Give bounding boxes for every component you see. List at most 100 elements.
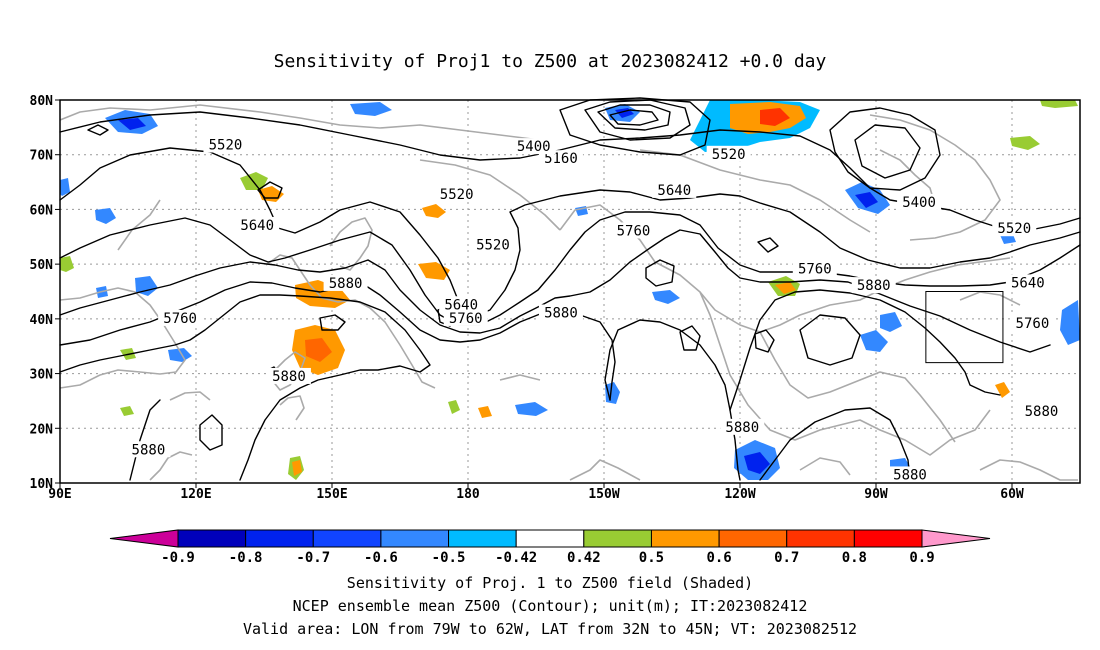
lat-tick-label: 50N (30, 258, 54, 273)
lat-tick-label: 20N (30, 422, 54, 437)
shaded-region (95, 208, 116, 224)
contour-label: 5760 (449, 311, 483, 327)
shaded-region (292, 460, 302, 476)
shaded-region (120, 406, 134, 416)
z500-contour-line (799, 314, 861, 366)
contour-label: 5520 (997, 221, 1031, 237)
contour-label-bg (158, 309, 203, 326)
shaded-region (240, 172, 268, 190)
shaded-region (605, 382, 620, 404)
contour-label: 5640 (657, 183, 691, 199)
shaded-region (60, 178, 70, 196)
contour-label: 5520 (440, 187, 474, 203)
lon-tick-label: 150W (588, 487, 619, 502)
lat-tick-label: 30N (30, 368, 54, 383)
lat-tick-label: 70N (30, 149, 54, 164)
colorbar-swatch (448, 529, 517, 548)
colorbar-label: -0.9 (161, 550, 195, 566)
shaded-region (1010, 136, 1040, 150)
colorbar-label: -0.42 (495, 550, 537, 566)
colorbar-swatch (515, 529, 585, 548)
colorbar-label: 0.9 (909, 550, 934, 566)
coastline-segment (169, 391, 211, 401)
colorbar-lower-triangle (109, 529, 179, 548)
contour-label-bg (323, 274, 368, 291)
z500-contour-line (679, 325, 701, 351)
shaded-region (118, 118, 146, 130)
contour-label-bg (1019, 402, 1064, 419)
contour-label-bg (538, 150, 583, 167)
colorbar-upper-triangle (921, 529, 991, 548)
contour-label: 5880 (857, 278, 891, 294)
contour-label: 5400 (517, 139, 551, 155)
lon-tick-label: 180 (456, 487, 480, 502)
z500-contour-line (729, 289, 1001, 411)
contour-label-bg (235, 216, 280, 233)
caption-line-3: Valid area: LON from 79W to 62W, LAT fro… (243, 620, 857, 638)
contour-label-bg (538, 304, 583, 321)
contour-label-bg (126, 441, 171, 458)
coastline-segment (499, 374, 541, 381)
coastline-segment (117, 199, 161, 251)
contour-label: 5520 (209, 138, 243, 154)
shaded-region (448, 400, 460, 414)
contour-label: 5640 (240, 218, 274, 234)
shaded-region (995, 382, 1010, 398)
contour-label-bg (470, 236, 515, 253)
z500-contour-line (759, 407, 911, 481)
contour-label-bg (511, 138, 556, 155)
shaded-region (478, 406, 492, 418)
contour-label-bg (851, 277, 896, 294)
contour-label-bg (652, 181, 697, 198)
map-frame (59, 99, 1081, 484)
caption-line-1: Sensitivity of Proj. 1 to Z500 field (Sh… (347, 574, 753, 592)
lon-tick-label: 90E (48, 487, 71, 502)
contour-label-bg (897, 193, 942, 210)
caption-line-2: NCEP ensemble mean Z500 (Contour); unit(… (293, 597, 808, 615)
contour-label: 5640 (1011, 275, 1045, 291)
shaded-region (60, 256, 74, 272)
colorbar-label: -0.8 (229, 550, 263, 566)
colorbar-swatch (853, 529, 923, 548)
z500-contour-line (757, 237, 779, 253)
contour-label-bg (720, 418, 765, 435)
colorbar-swatch (650, 529, 720, 548)
colorbar-label: 0.7 (774, 550, 799, 566)
contour-label-bg (992, 220, 1037, 237)
shaded-region (1040, 100, 1078, 108)
colorbar-label: -0.5 (432, 550, 466, 566)
z500-contour-line (597, 104, 671, 131)
contour-label: 5760 (617, 223, 651, 239)
colorbar-label: 0.8 (842, 550, 867, 566)
contour-label: 5880 (1025, 404, 1059, 420)
z500-contour-line (199, 414, 223, 451)
contour-label-bg (1005, 274, 1050, 291)
coastline-segment (149, 451, 193, 481)
shaded-region (855, 192, 878, 208)
contour-label: 5880 (544, 305, 578, 321)
contour-label: 5760 (1016, 316, 1050, 332)
contour-label-bg (706, 145, 751, 162)
z500-contour-line (59, 111, 1081, 231)
coastline-segment (569, 459, 641, 481)
lon-tick-label: 60W (1000, 487, 1024, 502)
sensitivity-shading (60, 100, 1080, 480)
colorbar-swatch (583, 529, 652, 548)
contour-label-bg (439, 296, 484, 313)
lon-tick-label: 120W (724, 487, 755, 502)
colorbar: -0.9 -0.8 -0.7 -0.6 -0.5 -0.42 0.42 0.5 0.6 0.7 0.… (109, 529, 991, 566)
figure-title: Sensitivity of Proj1 to Z500 at 20230824… (274, 51, 827, 72)
z500-contour-line (584, 99, 691, 141)
colorbar-label: 0.6 (706, 550, 731, 566)
contour-label: 5880 (329, 276, 363, 292)
shaded-region (652, 290, 680, 304)
lat-tick-label: 40N (30, 313, 54, 328)
contour-label: 5400 (902, 195, 936, 211)
lon-tick-label: 150E (316, 487, 347, 502)
z500-contour-line (604, 319, 741, 481)
coastline-segment (869, 114, 1001, 241)
contour-label-bg (611, 222, 656, 239)
z500-contour-line (257, 181, 283, 199)
